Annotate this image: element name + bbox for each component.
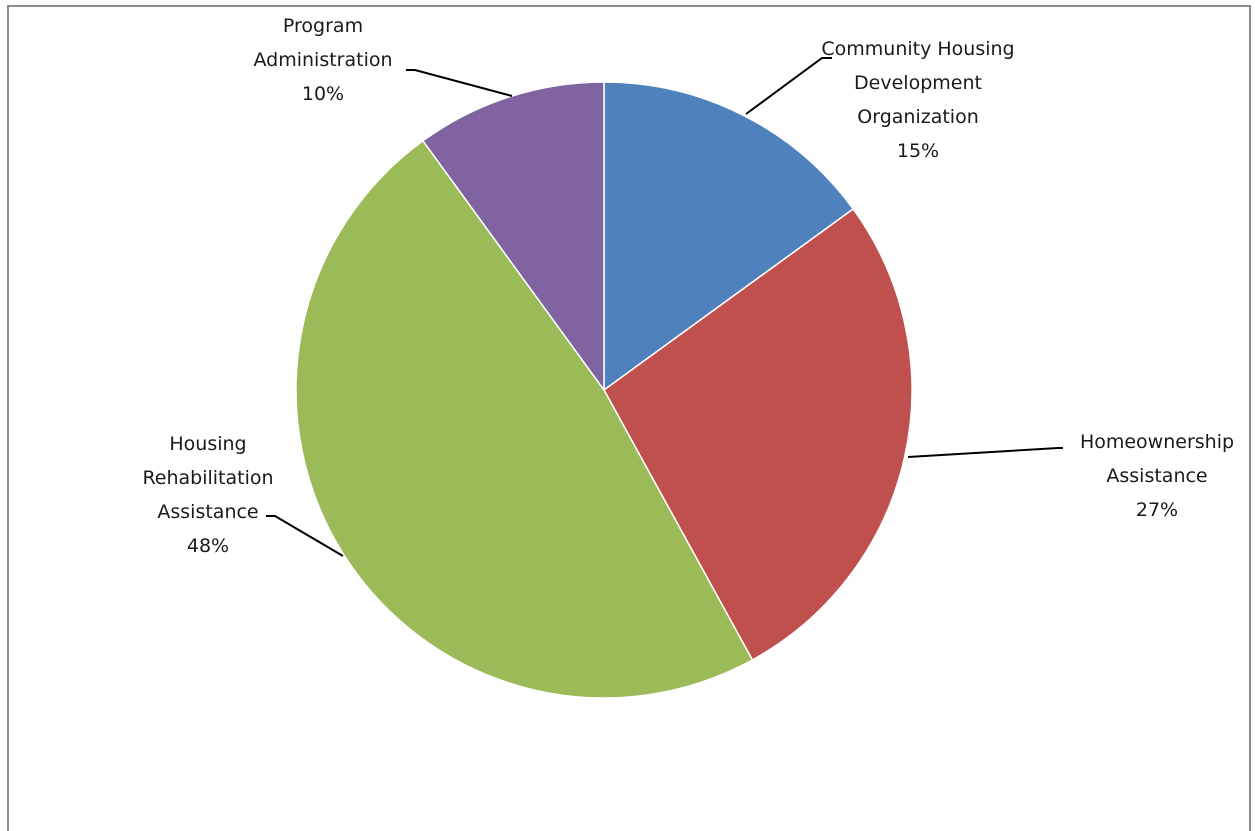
pie-slice-homeownership-assistance (603, 207, 913, 661)
pie-slice-program-administration (421, 81, 605, 393)
data-label: Community Housing Development Organization… (821, 38, 1014, 162)
data-label-line: Community Housing (821, 38, 1014, 60)
data-label-line: Administration (253, 49, 392, 71)
data-label: Housing Rehabilitation Assistance 48% (142, 433, 273, 557)
data-label-line: Assistance (1106, 465, 1207, 487)
data-label-percent: 10% (302, 83, 344, 105)
leader-line (406, 69, 513, 97)
data-label-line: Homeownership (1080, 431, 1234, 453)
leader-lines (266, 57, 1063, 557)
data-label-percent: 48% (187, 535, 229, 557)
data-label-percent: 27% (1136, 499, 1178, 521)
data-label-line: Housing (169, 433, 246, 455)
data-label-line: Organization (857, 106, 978, 128)
leader-line (266, 515, 344, 557)
data-label: Program Administration 10% (253, 15, 392, 105)
data-labels: Community Housing Development Organization… (142, 15, 1234, 557)
chart-frame (7, 5, 1251, 831)
leader-line (745, 57, 832, 115)
data-label: Homeownership Assistance 27% (1080, 431, 1234, 521)
pie-slice-housing-rehabilitation-assistance (295, 139, 754, 699)
data-label-line: Rehabilitation (142, 467, 273, 489)
pie-slices (295, 81, 913, 699)
leader-line (907, 447, 1063, 458)
data-label-line: Assistance (157, 501, 258, 523)
data-label-line: Program (283, 15, 363, 37)
data-label-percent: 15% (897, 140, 939, 162)
pie-slice-community-housing-development-organization (603, 81, 855, 392)
data-label-line: Development (854, 72, 982, 94)
